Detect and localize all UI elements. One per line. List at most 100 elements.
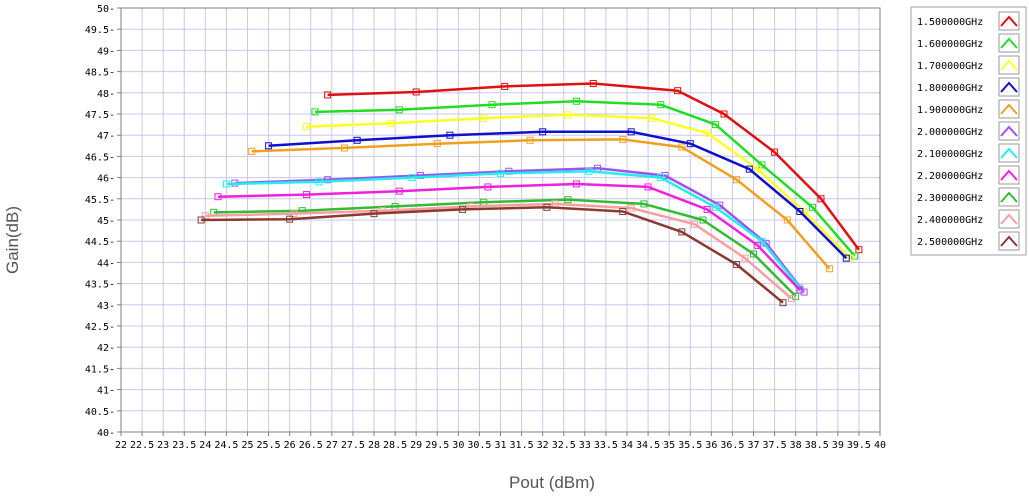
series-1.900000GHz (248, 135, 833, 273)
legend-line-icon (1000, 235, 1018, 247)
data-point (703, 129, 711, 137)
data-point (678, 143, 686, 151)
x-axis-title: Pout (dBm) (509, 473, 595, 492)
x-axis-ticks: 22 22.5 23 23.5 24 24.5 25 25.5 26 26.5 27 27.5 28 28… (115, 432, 886, 451)
x-tick-label: 32.5 (552, 440, 576, 451)
legend-swatch (998, 11, 1020, 31)
x-tick-label: 34 (621, 440, 633, 451)
legend-swatch (998, 121, 1020, 141)
legend-item: 2.500000GHz (917, 231, 1020, 251)
x-tick-label: 36.5 (720, 440, 744, 451)
series-1.700000GHz (303, 111, 854, 262)
x-tick-label: 26.5 (299, 440, 323, 451)
data-point (750, 250, 757, 258)
x-tick-label: 36 (705, 440, 717, 451)
x-tick-label: 29 (410, 440, 422, 451)
legend-line-icon (1000, 169, 1018, 181)
data-point (842, 254, 850, 262)
data-point (754, 241, 762, 249)
legend-swatch (998, 99, 1020, 119)
legend-label: 1.700000GHz (917, 61, 983, 72)
x-tick-label: 29.5 (425, 440, 449, 451)
legend-item: 2.200000GHz (917, 165, 1020, 185)
y-tick-label: 43- (97, 301, 115, 312)
legend: 1.500000GHz 1.600000GHz 1.700000GHz 1.80000… (910, 6, 1027, 256)
data-point (395, 187, 403, 195)
y-tick-label: 45.5- (85, 195, 115, 206)
legend-swatch (998, 231, 1020, 251)
x-tick-label: 23.5 (172, 440, 196, 451)
data-point (395, 106, 403, 114)
data-point (222, 180, 230, 188)
legend-item: 2.000000GHz (917, 121, 1020, 141)
series-line (268, 130, 848, 260)
data-point (484, 183, 492, 191)
series-2.200000GHz (214, 180, 804, 294)
data-point (370, 210, 378, 218)
legend-swatch (998, 55, 1020, 75)
x-tick-label: 35 (663, 440, 675, 451)
series-line (251, 138, 831, 270)
data-point (796, 286, 804, 294)
series-line (213, 198, 797, 298)
data-point (311, 108, 319, 116)
data-point (585, 167, 593, 175)
y-tick-label: 40.5- (85, 407, 115, 418)
data-point (855, 246, 863, 254)
data-point (303, 191, 311, 199)
x-tick-label: 24.5 (214, 440, 238, 451)
series-line (327, 82, 860, 251)
data-point (501, 82, 509, 90)
data-point (315, 178, 323, 186)
x-tick-label: 25 (241, 440, 253, 451)
legend-label: 2.400000GHz (917, 215, 983, 226)
series-2.100000GHz (222, 167, 804, 292)
data-point (324, 176, 332, 184)
data-point (543, 203, 551, 211)
series-1.500000GHz (324, 79, 863, 254)
data-point (627, 128, 635, 136)
data-point (488, 101, 496, 109)
data-point (686, 140, 694, 148)
y-tick-label: 48.5- (85, 68, 115, 79)
x-tick-label: 34.5 (636, 440, 660, 451)
series-line (201, 206, 784, 304)
legend-label: 1.500000GHz (917, 17, 983, 28)
data-point (720, 110, 728, 118)
y-tick-label: 45- (97, 216, 115, 227)
data-point (589, 79, 597, 87)
data-point (758, 161, 766, 169)
data-point (712, 203, 720, 211)
legend-line-icon (1000, 125, 1018, 137)
y-tick-label: 46- (97, 174, 115, 185)
y-tick-label: 42.5- (85, 322, 115, 333)
data-point (771, 148, 779, 156)
data-point (733, 176, 741, 184)
legend-item: 2.300000GHz (917, 187, 1020, 207)
series-1.600000GHz (311, 97, 859, 260)
legend-swatch (998, 209, 1020, 229)
series-line (217, 182, 801, 291)
data-point (572, 97, 580, 105)
data-point (619, 135, 627, 143)
x-tick-label: 33 (579, 440, 591, 451)
legend-label: 2.300000GHz (917, 193, 983, 204)
y-tick-label: 49- (97, 46, 115, 57)
data-point (846, 254, 854, 262)
data-point (851, 252, 859, 260)
x-tick-label: 22 (115, 440, 127, 451)
series-line (306, 113, 852, 260)
legend-label: 2.000000GHz (917, 127, 983, 138)
legend-swatch (998, 165, 1020, 185)
x-tick-label: 27.5 (341, 440, 365, 451)
data-point (412, 88, 420, 96)
x-tick-label: 26 (284, 440, 296, 451)
data-point (800, 288, 808, 296)
x-tick-label: 37 (747, 440, 759, 451)
legend-swatch (998, 77, 1020, 97)
y-tick-label: 41.5- (85, 364, 115, 375)
data-point (459, 205, 467, 213)
legend-swatch (998, 33, 1020, 53)
y-tick-label: 43.5- (85, 280, 115, 291)
x-tick-label: 35.5 (678, 440, 702, 451)
